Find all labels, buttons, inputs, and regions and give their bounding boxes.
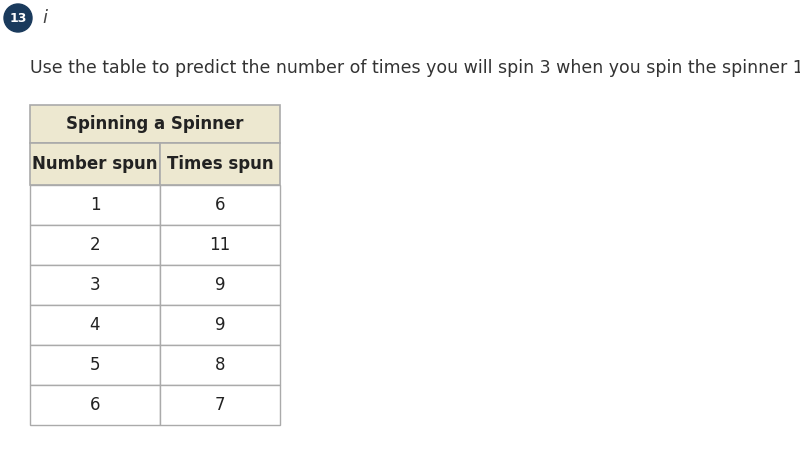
Circle shape <box>4 4 32 32</box>
Bar <box>160 385 280 425</box>
Text: i: i <box>42 9 47 27</box>
Bar <box>30 185 160 225</box>
Text: 8: 8 <box>214 356 226 374</box>
Text: 5: 5 <box>90 356 100 374</box>
Text: 11: 11 <box>210 236 230 254</box>
Bar <box>160 345 280 385</box>
Text: 9: 9 <box>214 276 226 294</box>
Bar <box>30 105 280 143</box>
Text: 2: 2 <box>90 236 100 254</box>
Text: 13: 13 <box>10 11 26 25</box>
Text: Number spun: Number spun <box>32 155 158 173</box>
Text: 7: 7 <box>214 396 226 414</box>
Text: Times spun: Times spun <box>166 155 274 173</box>
Bar <box>30 385 160 425</box>
Bar <box>160 185 280 225</box>
Bar <box>30 143 160 185</box>
Text: 6: 6 <box>90 396 100 414</box>
Text: 9: 9 <box>214 316 226 334</box>
Text: 3: 3 <box>90 276 100 294</box>
Bar <box>30 345 160 385</box>
Bar <box>30 305 160 345</box>
Text: 6: 6 <box>214 196 226 214</box>
Bar <box>160 265 280 305</box>
Text: 1: 1 <box>90 196 100 214</box>
Bar <box>160 305 280 345</box>
Bar <box>160 143 280 185</box>
Bar <box>30 265 160 305</box>
Bar <box>160 225 280 265</box>
Text: Spinning a Spinner: Spinning a Spinner <box>66 115 244 133</box>
Text: Use the table to predict the number of times you will spin 3 when you spin the s: Use the table to predict the number of t… <box>30 59 800 77</box>
Text: 4: 4 <box>90 316 100 334</box>
Bar <box>30 225 160 265</box>
